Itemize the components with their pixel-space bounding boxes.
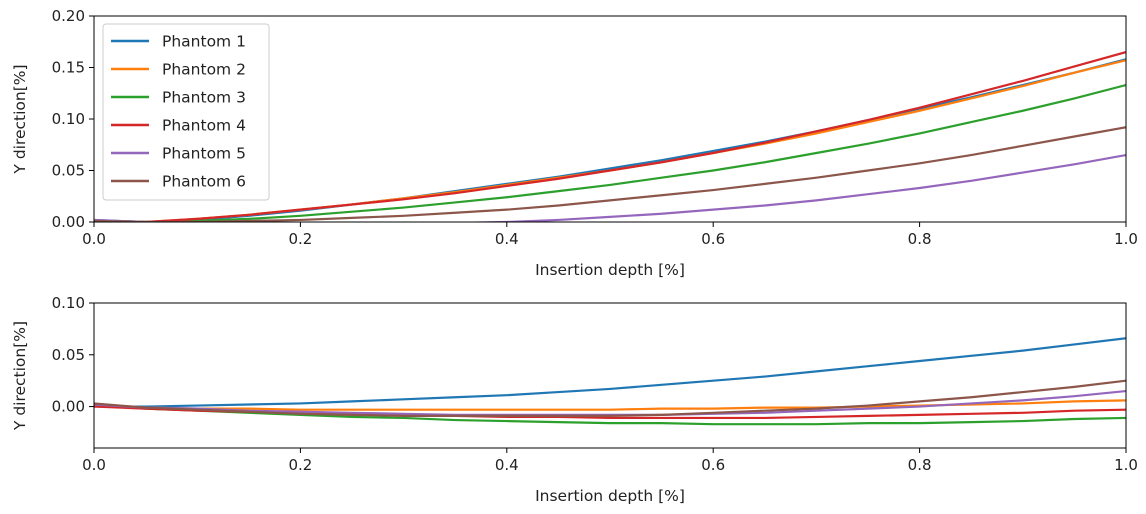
y-tick-label: 0.05 [52, 346, 85, 364]
x-tick-label: 0.2 [288, 230, 312, 248]
x-tick-label: 0.4 [495, 456, 519, 474]
x-tick-label: 0.0 [82, 456, 106, 474]
legend: Phantom 1 Phantom 2 Phantom 3 Phantom 4 Phan… [102, 23, 270, 201]
y-tick-label: 0.05 [52, 162, 85, 180]
y-tick-label: 0.10 [52, 110, 85, 128]
x-tick-label: 0.6 [701, 230, 725, 248]
legend-label: Phantom 5 [162, 145, 246, 163]
x-tick-label: 0.8 [908, 456, 932, 474]
x-tick-label: 0.2 [288, 456, 312, 474]
y-tick-label: 0.00 [52, 398, 85, 416]
legend-label: Phantom 6 [162, 173, 246, 191]
series-line-6 [94, 126, 1126, 222]
legend-label: Phantom 3 [162, 89, 246, 107]
y-tick-label: 0.15 [52, 59, 85, 77]
series-line-3 [94, 83, 1126, 222]
y-tick-label: 0.10 [52, 294, 85, 312]
x-axis-label: Insertion depth [%] [535, 487, 685, 505]
x-tick-label: 0.6 [701, 456, 725, 474]
series-lines [94, 337, 1126, 426]
y-tick-label: 0.20 [52, 7, 85, 25]
series-line-6 [94, 379, 1126, 417]
legend-label: Phantom 1 [162, 33, 246, 51]
chart-panel-1: 0.0 0.2 0.4 0.6 0.8 1.0 0.00 0.05 0.10 0.15 0.20 In… [11, 7, 1138, 279]
y-tick-label: 0.00 [52, 213, 85, 231]
y-axis-label: Y direction[%] [11, 321, 29, 431]
series-line-1 [94, 337, 1126, 408]
legend-label: Phantom 2 [162, 61, 246, 79]
x-tick-label: 0.4 [495, 230, 519, 248]
x-tick-label: 1.0 [1114, 230, 1138, 248]
x-tick-label: 0.8 [908, 230, 932, 248]
axes-frame [93, 302, 1127, 449]
series-line-5 [94, 153, 1126, 222]
x-tick-label: 1.0 [1114, 456, 1138, 474]
y-axis-label: Y direction[%] [11, 64, 29, 174]
x-axis-label: Insertion depth [%] [535, 261, 685, 279]
x-tick-label: 0.0 [82, 230, 106, 248]
series-line-4 [94, 50, 1126, 222]
legend-label: Phantom 4 [162, 117, 246, 135]
chart-panel-2: 0.0 0.2 0.4 0.6 0.8 1.0 0.00 0.05 0.10 Insertion … [11, 294, 1138, 505]
series-lines [94, 50, 1126, 222]
